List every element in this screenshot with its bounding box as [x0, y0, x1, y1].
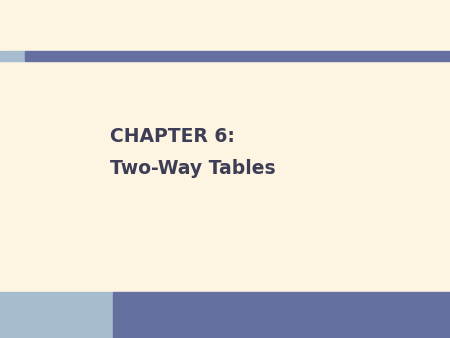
Text: Two-Way Tables: Two-Way Tables — [110, 160, 276, 178]
Bar — [0, 51, 25, 61]
Bar — [0, 292, 112, 338]
Text: CHAPTER 6:: CHAPTER 6: — [110, 127, 235, 146]
Bar — [25, 51, 450, 61]
Bar — [112, 292, 450, 338]
